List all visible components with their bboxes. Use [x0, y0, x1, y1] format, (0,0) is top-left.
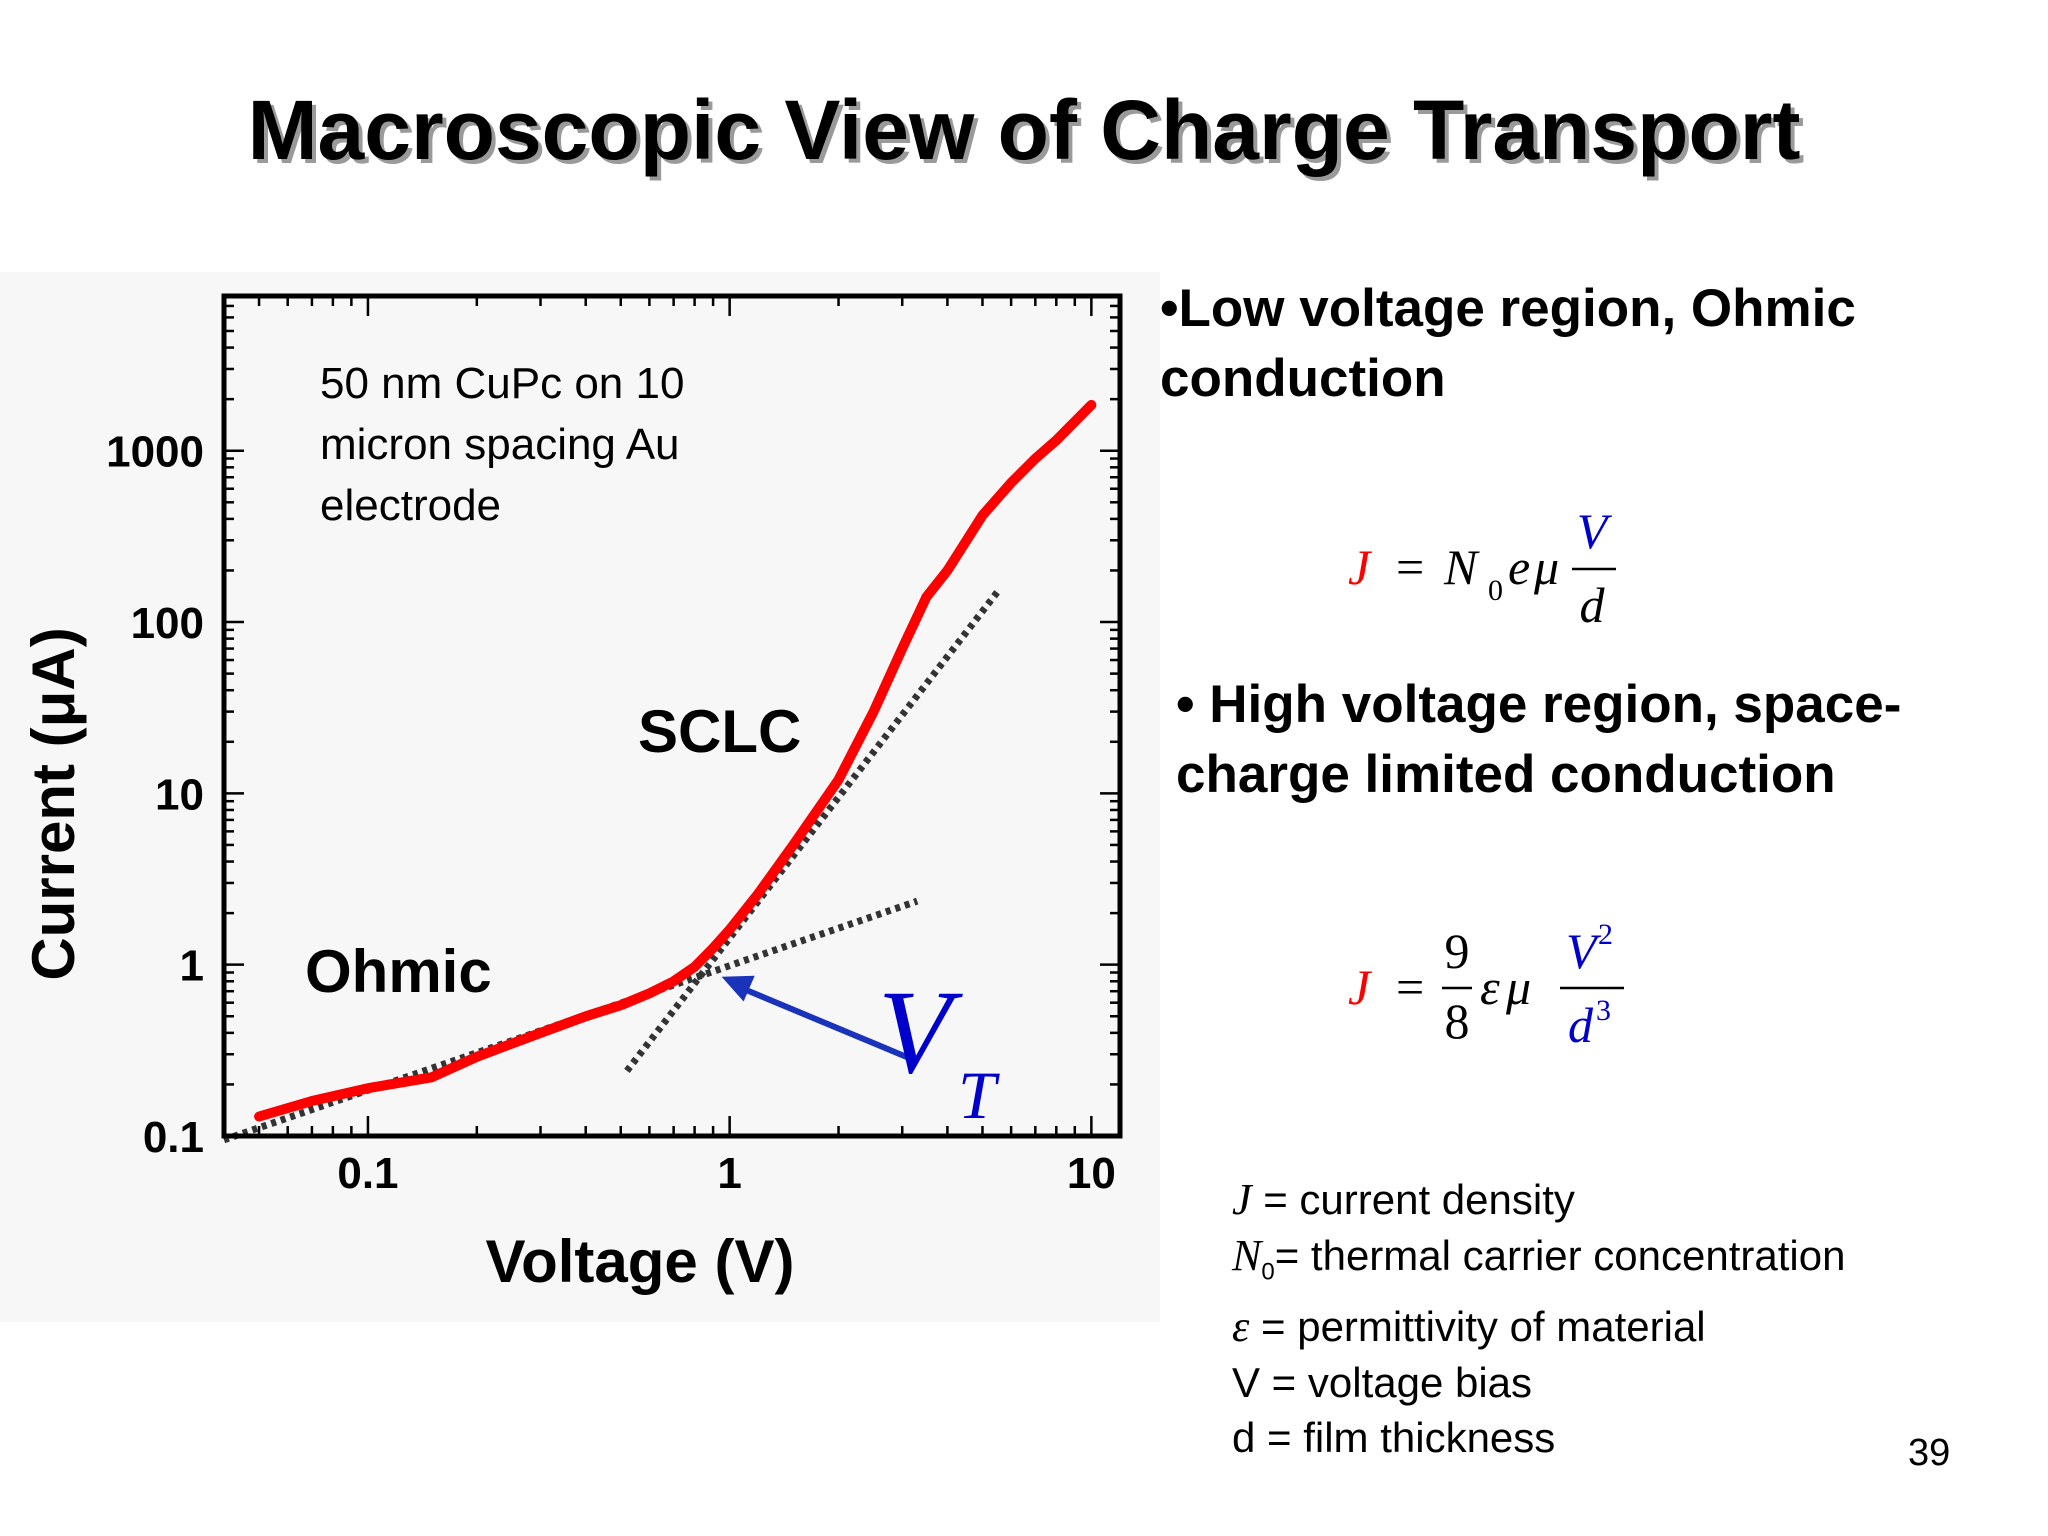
- y-tick-label: 0.1: [143, 1113, 204, 1162]
- x-axis-label: Voltage (V): [486, 1228, 795, 1295]
- page-title: Macroscopic View of Charge Transport: [247, 83, 1801, 177]
- fit-line: [222, 897, 919, 1144]
- eq-ohmic-d: d: [1580, 577, 1606, 633]
- vt-label-main: V: [878, 965, 963, 1098]
- x-tick-label: 0.1: [337, 1149, 398, 1198]
- definition-item: d = film thickness: [1232, 1414, 1556, 1462]
- eq-ohmic-e: e: [1508, 539, 1530, 595]
- sclc-region-label: SCLC: [638, 698, 801, 765]
- definition-item: ε = permittivity of material: [1232, 1302, 1706, 1352]
- vt-arrow-head: [721, 975, 755, 1002]
- eq-sclc-equals: =: [1396, 959, 1424, 1015]
- eq-ohmic-J: J: [1348, 539, 1373, 595]
- eq-sclc-8: 8: [1445, 993, 1470, 1049]
- eq-sclc-9: 9: [1445, 923, 1470, 979]
- annotation-line-1: 50 nm CuPc on 10: [320, 359, 684, 408]
- y-tick-label: 1: [180, 942, 204, 991]
- bullet-ohmic: •Low voltage region, Ohmic conduction: [1160, 274, 1856, 414]
- eq-sclc-sup2: 2: [1598, 918, 1613, 951]
- sclc-equation: J = 9 8 ε μ V 2 d 3: [1348, 918, 1624, 1053]
- bullet-ohmic-line-1: •Low voltage region, Ohmic: [1160, 279, 1856, 338]
- vt-label-sub: T: [958, 1057, 1000, 1133]
- eq-sclc-eps: ε: [1480, 959, 1500, 1015]
- data-curve-group: [254, 399, 1097, 1122]
- eq-sclc-mu: μ: [1505, 959, 1531, 1015]
- iv-chart: 0.1 1 10 0.1 1 10 100 1000 Voltage (V) Current…: [0, 272, 1160, 1322]
- ohmic-region-label: Ohmic: [305, 938, 492, 1005]
- y-tick-label: 100: [131, 599, 204, 648]
- eq-sclc-V: V: [1566, 923, 1602, 979]
- y-tick-labels: 0.1 1 10 100 1000: [106, 428, 204, 1162]
- eq-ohmic-sub0: 0: [1488, 574, 1503, 607]
- vt-arrow-shaft: [732, 982, 914, 1063]
- bullet-sclc-line-1: • High voltage region, space-: [1176, 675, 1902, 734]
- eq-ohmic-N: N: [1443, 539, 1480, 595]
- x-tick-label: 10: [1067, 1149, 1116, 1198]
- eq-sclc-sup3: 3: [1596, 994, 1611, 1027]
- annotation-line-3: electrode: [320, 481, 501, 530]
- y-axis-label: Current (μA): [20, 627, 87, 980]
- page-number: 39: [1908, 1432, 1951, 1474]
- plot-frame: [221, 293, 1123, 1139]
- definitions-list: J = current density N0= thermal carrier …: [1232, 1172, 1845, 1466]
- ohmic-equation: J = N 0 e μ V d: [1348, 503, 1616, 633]
- eq-ohmic-V: V: [1577, 503, 1613, 559]
- annotation-line-2: micron spacing Au: [320, 420, 680, 469]
- bullet-ohmic-line-2: conduction: [1160, 349, 1446, 408]
- x-tick-label: 1: [717, 1149, 741, 1198]
- x-tick-labels: 0.1 1 10: [337, 1149, 1115, 1198]
- fit-line: [624, 589, 1001, 1074]
- eq-ohmic-mu: μ: [1533, 539, 1559, 595]
- fit-lines: [222, 589, 1001, 1144]
- vt-label: V T: [878, 965, 1000, 1133]
- bullet-sclc-line-2: charge limited conduction: [1176, 745, 1836, 804]
- definition-item: V = voltage bias: [1232, 1358, 1533, 1406]
- definition-item: N0= thermal carrier concentration: [1232, 1230, 1846, 1285]
- vt-arrow: [721, 975, 914, 1063]
- chart-background: [0, 272, 1160, 1322]
- definition-item: J = current density: [1232, 1175, 1575, 1224]
- data-curve: [254, 399, 1097, 1122]
- y-tick-label: 1000: [106, 428, 204, 477]
- bullet-sclc: • High voltage region, space- charge lim…: [1176, 670, 1901, 810]
- eq-sclc-J: J: [1348, 959, 1373, 1015]
- y-tick-label: 10: [155, 770, 204, 819]
- eq-sclc-d: d: [1568, 997, 1594, 1053]
- eq-ohmic-equals: =: [1396, 539, 1424, 595]
